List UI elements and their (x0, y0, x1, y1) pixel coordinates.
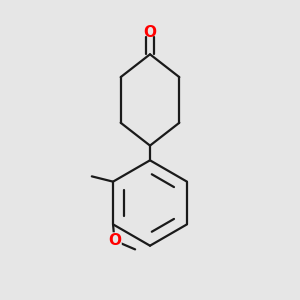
Text: O: O (143, 25, 157, 40)
Text: O: O (108, 233, 121, 248)
